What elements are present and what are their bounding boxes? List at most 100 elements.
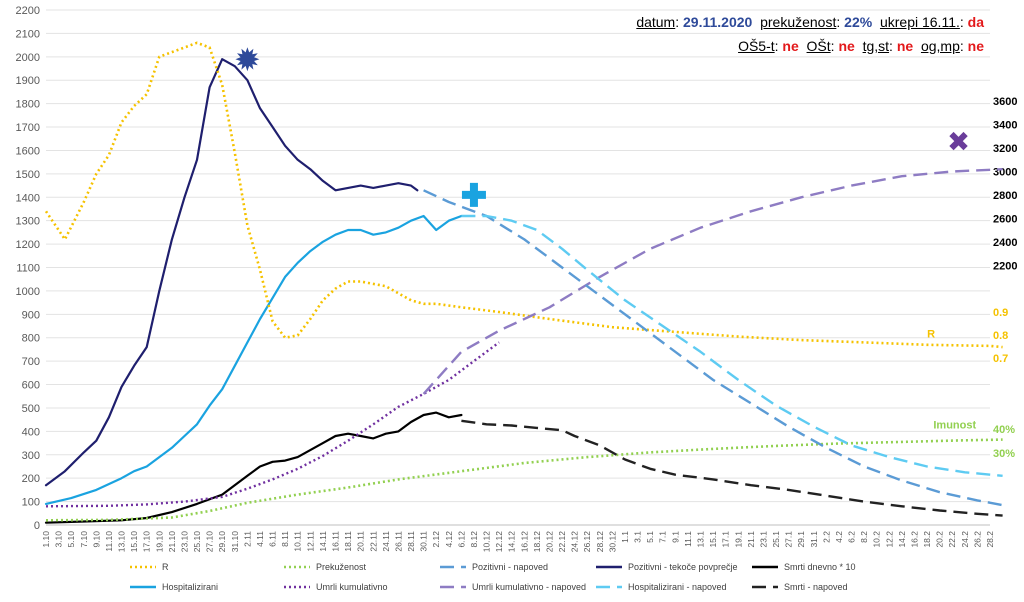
header1-sep: : (836, 14, 845, 30)
header1-label: prekuženost (760, 14, 837, 30)
x-tick-label: 19.1 (733, 531, 743, 548)
x-tick-label: 23.10 (179, 531, 189, 553)
y-right-tick-label: 3000 (993, 167, 1017, 179)
x-tick-label: 25.1 (771, 531, 781, 548)
y-right-r-tick-label: 0.9 (993, 307, 1008, 319)
header-line-1: datum: 29.11.2020 prekuženost: 22% ukrep… (636, 14, 984, 30)
x-tick-label: 2.11 (242, 531, 252, 547)
header2-label: og,mp (920, 38, 960, 54)
x-tick-label: 11.10 (104, 531, 114, 552)
series-line-7 (423, 189, 1003, 507)
x-tick-label: 31.1 (809, 531, 819, 548)
x-tick-label: 22.11 (368, 531, 378, 552)
header1-item-0: datum: 29.11.2020 (636, 14, 760, 30)
header1-value: 22% (844, 14, 873, 30)
x-tick-label: 16.11 (330, 531, 340, 552)
y-tick-label: 600 (22, 380, 40, 392)
header1-sep: : (959, 14, 968, 30)
y-tick-label: 100 (22, 497, 40, 509)
cross-marker (949, 131, 968, 151)
series-line-0 (44, 58, 419, 487)
x-tick-label: 15.10 (129, 531, 139, 553)
x-tick-label: 30.12 (607, 531, 617, 553)
header2-label: OŠt (806, 38, 831, 54)
x-tick-label: 28.12 (595, 531, 605, 553)
header2-label: OŠ5-t (738, 38, 775, 54)
y-tick-label: 500 (22, 403, 40, 415)
header1-value: 29.11.2020 (683, 14, 753, 30)
x-tick-label: 29.1 (796, 531, 806, 548)
y-tick-label: 1900 (16, 75, 40, 87)
y-tick-label: 1200 (16, 239, 40, 251)
x-tick-label: 18.2 (922, 531, 932, 548)
x-tick-label: 28.11 (406, 531, 416, 552)
x-tick-label: 27.10 (205, 531, 215, 553)
y-axis-left-ticks: 0 100 200 300 400 500 600 700 800 900 1000 1100 1200… (16, 5, 40, 532)
x-tick-label: 1.10 (41, 531, 51, 548)
x-tick-label: 8.2 (859, 531, 869, 543)
y-right-tick-label: 3400 (993, 120, 1017, 132)
x-tick-label: 20.2 (935, 531, 945, 548)
x-tick-label: 6.11 (268, 531, 278, 547)
annotation-0: R (927, 329, 935, 341)
header2-value: ne (896, 38, 914, 54)
x-tick-label: 1.1 (620, 531, 630, 543)
cross-marker-shape (949, 131, 968, 151)
x-tick-label: 26.2 (972, 531, 982, 548)
annotation-1: Imunost (933, 420, 976, 432)
y-right-r-tick-label: 0.8 (993, 330, 1008, 342)
y-right-tick-label: 2400 (993, 237, 1017, 249)
legend-label: Prekuženost (316, 562, 367, 572)
x-tick-label: 19.10 (154, 531, 164, 553)
x-tick-label: 26.12 (582, 531, 592, 553)
x-tick-label: 25.10 (192, 531, 202, 553)
y-right-r-tick-label: 0.7 (993, 353, 1008, 365)
legend: R Prekuženost Pozitivni - napoved Pozitivni… (130, 562, 856, 592)
x-tick-label: 13.10 (117, 531, 127, 553)
header1-sep: : (675, 14, 684, 30)
y-tick-label: 1400 (16, 192, 40, 204)
x-tick-label: 14.2 (897, 531, 907, 548)
y-tick-label: 2100 (16, 28, 40, 40)
y-tick-label: 2200 (16, 5, 40, 17)
x-tick-label: 6.2 (847, 531, 857, 543)
x-tick-label: 29.10 (217, 531, 227, 553)
header-line-2: OŠ5-t: ne OŠt: ne tg,st: ne og,mp: ne (738, 38, 984, 54)
header2-item-3: og,mp: ne (921, 38, 984, 54)
x-tick-label: 21.10 (167, 531, 177, 553)
gridlines (46, 9, 990, 526)
y-tick-label: 1800 (16, 99, 40, 111)
x-tick-label: 8.12 (469, 531, 479, 548)
x-tick-label: 22.2 (947, 531, 957, 548)
header2-sep: : (774, 38, 783, 54)
y-tick-label: 1600 (16, 145, 40, 157)
series-line-3 (44, 41, 1003, 349)
plus-marker (461, 182, 486, 207)
x-tick-label: 4.11 (255, 531, 265, 547)
header2-sep: : (959, 38, 968, 54)
x-tick-label: 22.12 (557, 531, 567, 553)
x-tick-label: 20.11 (356, 531, 366, 552)
markers (235, 47, 968, 207)
x-tick-label: 4.2 (834, 531, 844, 543)
header2-value: ne (782, 38, 799, 54)
x-tick-label: 23.1 (758, 531, 768, 548)
y-tick-label: 1100 (16, 263, 40, 275)
legend-label: Pozitivni - tekoče povprečje (628, 562, 738, 572)
legend-label: Smrti - napoved (784, 582, 848, 592)
header1-label: datum (636, 14, 676, 30)
x-tick-label: 17.1 (721, 531, 731, 548)
legend-label: Hospitalizirani (162, 582, 218, 592)
y-tick-label: 700 (22, 356, 40, 368)
x-tick-label: 9.10 (91, 531, 101, 548)
x-tick-label: 5.10 (66, 531, 76, 548)
x-tick-label: 6.12 (456, 531, 466, 548)
header1-item-2: ukrepi 16.11.: da (880, 14, 984, 30)
x-tick-label: 24.12 (570, 531, 580, 553)
x-tick-label: 26.11 (393, 531, 403, 552)
x-tick-label: 2.2 (821, 531, 831, 543)
x-tick-label: 7.1 (658, 531, 668, 543)
legend-label: Pozitivni - napoved (472, 562, 548, 572)
x-tick-label: 12.2 (884, 531, 894, 548)
